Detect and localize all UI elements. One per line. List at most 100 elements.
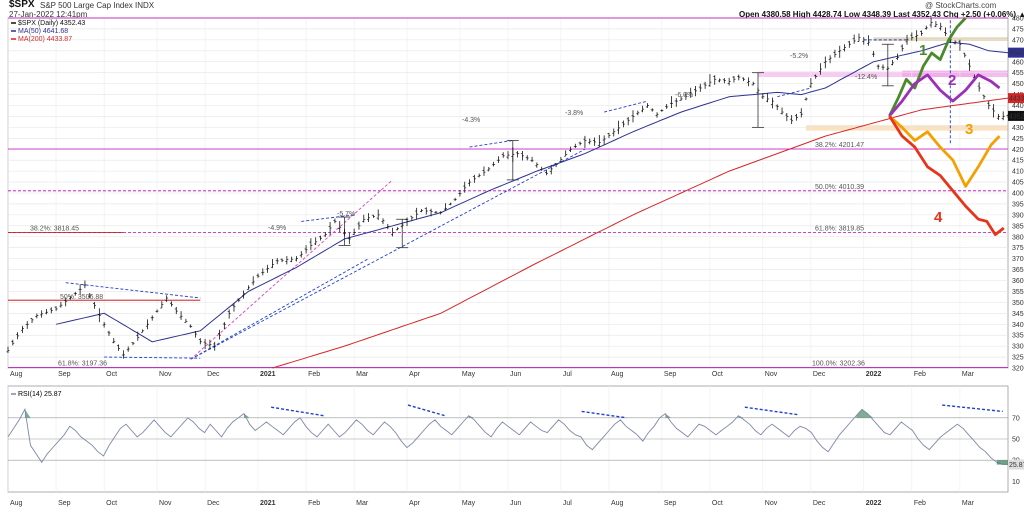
x-tick-label-rsi: Dec: [207, 500, 220, 507]
series-layer: [6, 17, 1010, 466]
fib-100-label: 100.0%: 3202.36: [812, 360, 865, 367]
x-tick-label: Dec: [813, 371, 826, 378]
x-tick-label-rsi: Apr: [409, 500, 421, 507]
y-tick-label: 3350: [1012, 333, 1024, 340]
rsi-overbought-fill: [665, 413, 671, 418]
x-tick-label: Feb: [914, 371, 926, 378]
x-tick-label-rsi: Aug: [611, 500, 624, 507]
tag-last-bg: [1008, 110, 1024, 121]
x-tick-label-rsi: May: [462, 500, 476, 507]
trendline-blue-7: [604, 100, 648, 113]
annotation-layer: 1 2 3 4 38.2%: 3818.45 50%: 3506.88 61.8%: 319…: [11, 20, 1024, 470]
pink-zone-right: [902, 70, 1008, 78]
y-tick-label: 3950: [1012, 201, 1024, 208]
scenario-3-path: [888, 114, 1001, 188]
y-tick-label: 3900: [1012, 212, 1024, 219]
tag-ma50: 4641.68: [1009, 50, 1024, 57]
pink-zone-upper: [758, 71, 975, 78]
legend-label: MA(200) 4433.87: [18, 36, 72, 43]
x-tick-label: Dec: [207, 371, 220, 378]
scenario-2-path: [888, 73, 1001, 117]
rsi-divergence-0: [271, 406, 324, 417]
tag-ma200: 4433.87: [1009, 96, 1024, 103]
symbol-label: $SPX: [9, 0, 35, 10]
x-tick-label-rsi: Oct: [106, 500, 117, 507]
x-tick-label-rsi: Oct: [712, 500, 723, 507]
y-tick-label: 3300: [1012, 344, 1024, 351]
y-tick-label: 3400: [1012, 322, 1024, 329]
x-tick-label-rsi: Mar: [962, 500, 975, 507]
scenario-1-path: [888, 17, 967, 117]
x-tick-label-rsi: Mar: [356, 500, 369, 507]
rsi-line: [7, 407, 1009, 466]
x-tick-label: 2021: [260, 371, 276, 378]
scenario-1-label: 1: [919, 42, 927, 59]
scenario-3-label: 3: [965, 121, 973, 138]
rsi-tick-label: 50: [1012, 437, 1020, 444]
legend-label: $SPX (Daily) 4352.43: [18, 20, 85, 27]
y-tick-label: 4800: [1012, 16, 1024, 23]
y-tick-label: 4000: [1012, 191, 1024, 198]
zone-layer: [758, 37, 1008, 131]
x-tick-label: Jul: [563, 371, 572, 378]
tan-zone-support: [806, 125, 1008, 131]
y-tick-label: 4500: [1012, 81, 1024, 88]
trendline-blue-2: [190, 148, 586, 360]
y-tick-label: 4700: [1012, 37, 1024, 44]
timestamp: 27-Jan-2022 12:41pm: [9, 10, 88, 19]
fib-382-a-label: 38.2%: 3818.45: [30, 225, 79, 232]
pct-52-label: -5.2%: [790, 53, 808, 60]
price-bars: [6, 17, 1010, 359]
y-tick-label: 3800: [1012, 234, 1024, 241]
y-tick-label: 3700: [1012, 256, 1024, 263]
x-tick-label: Nov: [159, 371, 172, 378]
x-tick-label-rsi: Feb: [308, 500, 320, 507]
tag-rsi: 25.87: [1009, 462, 1024, 469]
tan-zone-top: [873, 37, 1008, 41]
y-tick-label: 3600: [1012, 278, 1024, 285]
rsi-divergence-3: [744, 406, 798, 416]
y-tick-label: 4200: [1012, 147, 1024, 154]
x-tick-label-rsi: Jul: [563, 500, 572, 507]
x-tick-label: Oct: [712, 371, 723, 378]
x-tick-label: Nov: [765, 371, 778, 378]
y-tick-label: 3750: [1012, 245, 1024, 252]
tag-ma50-bg: [1008, 47, 1024, 58]
rsi-divergence-1: [407, 404, 446, 417]
x-tick-label: Mar: [962, 371, 975, 378]
y-tick-label: 3250: [1012, 355, 1024, 362]
tag-rsi-bg: [1008, 459, 1024, 470]
ohlc-summary: Open 4380.58 High 4428.74 Low 4348.39 La…: [739, 10, 1024, 19]
y-tick-label: 4600: [1012, 59, 1024, 66]
x-tick-label-rsi: Aug: [10, 500, 23, 507]
fib-50-b-label: 50.0%: 4010.39: [815, 184, 864, 191]
y-tick-label: 3650: [1012, 267, 1024, 274]
index-name: S&P 500 Large Cap Index INDX: [40, 1, 155, 10]
fib-50-a-label: 50%: 3506.88: [60, 294, 103, 301]
x-tick-label-rsi: Feb: [914, 500, 926, 507]
x-tick-label: Aug: [10, 371, 23, 378]
x-tick-label-rsi: Dec: [813, 500, 826, 507]
x-tick-label: Aug: [611, 371, 624, 378]
trendline-blue-4: [104, 356, 201, 359]
x-tick-label-rsi: Sep: [664, 500, 677, 507]
rsi-tick-label: 70: [1012, 415, 1020, 422]
x-tick-label: Feb: [308, 371, 320, 378]
legend-label: MA(50) 4641.68: [18, 28, 68, 35]
scenario-2-label: 2: [948, 72, 956, 89]
trendline-blue-8: [777, 87, 811, 98]
rsi-divergence-2: [581, 410, 627, 419]
pct-49-label: -4.9%: [268, 225, 286, 232]
fib-618-a-label: 61.8%: 3197.36: [58, 360, 107, 367]
y-tick-label: 3500: [1012, 300, 1024, 307]
ma200-line: [272, 97, 1009, 369]
rsi-legend-label: RSI(14) 25.87: [18, 391, 62, 398]
y-tick-label: 3200: [1012, 366, 1024, 373]
fib-618-b-label: 61.8%: 3819.85: [815, 225, 864, 232]
pct-38-label: -3.8%: [565, 110, 583, 117]
fib-382-b-label: 38.2%: 4201.47: [815, 142, 864, 149]
x-tick-label: Mar: [356, 371, 369, 378]
pct-124-label: -12.4%: [855, 74, 877, 81]
